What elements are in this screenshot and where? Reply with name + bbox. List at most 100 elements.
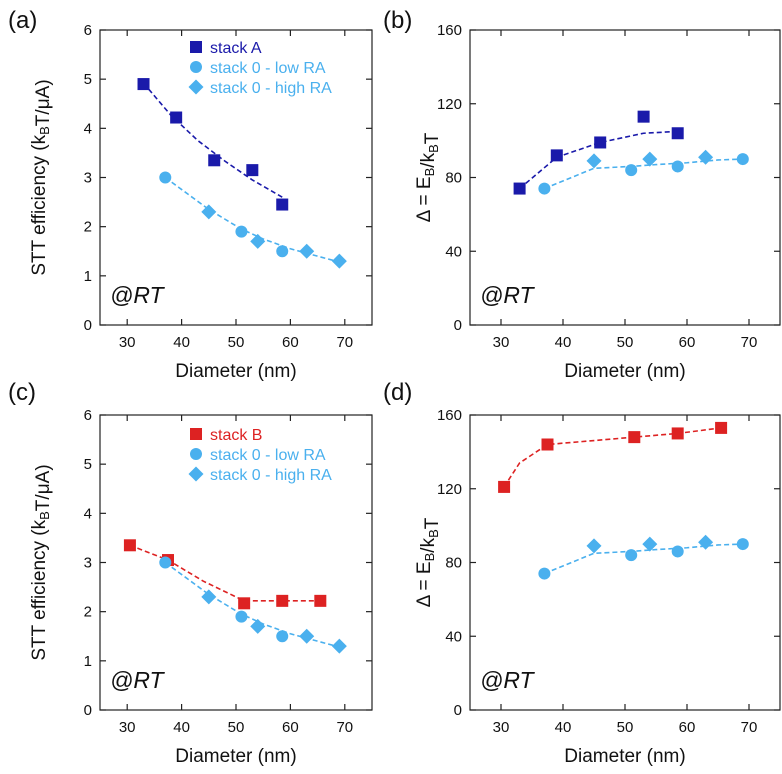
y-tick-label: 5 — [84, 71, 92, 88]
data-point — [331, 253, 347, 269]
legend-marker — [190, 41, 202, 53]
y-tick-label: 160 — [437, 407, 462, 424]
data-point — [586, 538, 602, 554]
data-point — [276, 245, 289, 258]
x-tick-label: 40 — [173, 334, 190, 351]
data-point — [299, 243, 315, 259]
data-point — [314, 594, 327, 607]
fit-line-stack_0 — [164, 561, 340, 648]
legend-marker — [190, 428, 202, 440]
y-tick-label: 0 — [454, 317, 462, 334]
fit-line-stack_0 — [544, 543, 743, 575]
x-tick-label: 40 — [555, 719, 572, 736]
legend-entry: stack 0 - high RA — [210, 80, 332, 97]
data-point — [208, 154, 221, 167]
x-axis-title: Diameter (nm) — [175, 361, 296, 382]
legend-entry: stack A — [210, 40, 262, 57]
fit-line-stack_0 — [164, 176, 340, 263]
y-tick-label: 40 — [445, 243, 462, 260]
data-point — [276, 630, 289, 643]
data-point — [201, 589, 217, 605]
data-point — [331, 638, 347, 654]
data-point — [637, 110, 650, 123]
data-point — [159, 556, 172, 569]
y-tick-label: 120 — [437, 481, 462, 498]
x-tick-label: 50 — [617, 719, 634, 736]
x-tick-label: 70 — [741, 334, 758, 351]
data-point — [299, 628, 315, 644]
x-axis-title: Diameter (nm) — [564, 361, 685, 382]
data-point — [671, 160, 684, 173]
data-point — [671, 545, 684, 558]
data-point — [671, 427, 684, 440]
y-tick-label: 160 — [437, 22, 462, 39]
plot-frame — [469, 29, 781, 326]
data-point — [736, 153, 749, 166]
data-point — [246, 164, 259, 177]
data-point — [671, 127, 684, 140]
data-point — [276, 198, 289, 211]
x-tick-label: 50 — [228, 719, 245, 736]
y-axis-title: Δ = EB/kBT — [414, 517, 443, 607]
legend-marker — [188, 79, 204, 95]
data-point — [538, 182, 551, 195]
y-tick-label: 4 — [84, 120, 92, 137]
x-tick-label: 30 — [119, 719, 136, 736]
y-tick-label: 6 — [84, 407, 92, 424]
data-point — [736, 538, 749, 551]
panel-label: (d) — [383, 379, 412, 406]
x-tick-label: 60 — [282, 334, 299, 351]
x-tick-label: 50 — [228, 334, 245, 351]
chart-panel-a: 30 40 50 60 70 0 1 2 3 4 5 6 Diameter (nm) STT effici… — [8, 7, 373, 382]
data-point — [159, 171, 172, 184]
legend-entry: stack 0 - low RA — [210, 60, 326, 77]
data-point — [238, 597, 251, 610]
legend: stack A stack 0 - low RA stack 0 - high RA — [188, 40, 332, 97]
data-point — [123, 539, 136, 552]
data-point — [498, 480, 511, 493]
fit-line-stack_A — [142, 82, 283, 198]
y-tick-label: 2 — [84, 219, 92, 236]
rt-annotation: @RT — [480, 667, 536, 693]
data-point — [170, 111, 183, 124]
y-tick-label: 1 — [84, 653, 92, 670]
fit-line-stack_B — [503, 427, 722, 488]
legend: stack B stack 0 - low RA stack 0 - high RA — [188, 427, 332, 484]
chart-panel-c: 30 40 50 60 70 0 1 2 3 4 5 6 Diameter (nm) STT effici… — [8, 379, 373, 767]
y-tick-label: 80 — [445, 170, 462, 187]
y-tick-label: 0 — [84, 317, 92, 334]
data-point — [698, 149, 714, 165]
data-point — [642, 536, 658, 552]
y-axis-title: STT efficiency (kBT/μA) — [29, 464, 54, 660]
x-tick-label: 30 — [493, 719, 510, 736]
rt-annotation: @RT — [110, 667, 166, 693]
legend-entry: stack 0 - low RA — [210, 447, 326, 464]
x-tick-label: 60 — [679, 334, 696, 351]
data-point — [715, 421, 728, 434]
y-tick-label: 3 — [84, 555, 92, 572]
data-point — [201, 204, 217, 220]
x-tick-label: 60 — [679, 719, 696, 736]
x-tick-label: 60 — [282, 719, 299, 736]
data-point — [513, 182, 526, 195]
data-point — [625, 549, 638, 562]
data-point — [235, 225, 248, 238]
data-point — [625, 164, 638, 177]
x-tick-label: 70 — [336, 334, 353, 351]
y-tick-label: 6 — [84, 22, 92, 39]
data-point — [250, 618, 266, 634]
legend-entry: stack 0 - high RA — [210, 467, 332, 484]
y-axis-title: Δ = EB/kBT — [414, 132, 443, 222]
panel-label: (c) — [8, 379, 36, 406]
data-point — [137, 78, 150, 91]
plot-frame — [469, 414, 781, 711]
data-point — [628, 431, 641, 444]
data-point — [541, 438, 554, 451]
y-axis-title: STT efficiency (kBT/μA) — [29, 79, 54, 275]
data-point — [586, 153, 602, 169]
y-tick-label: 80 — [445, 555, 462, 572]
data-point — [276, 594, 289, 607]
y-tick-label: 4 — [84, 505, 92, 522]
legend-entry: stack B — [210, 427, 262, 444]
